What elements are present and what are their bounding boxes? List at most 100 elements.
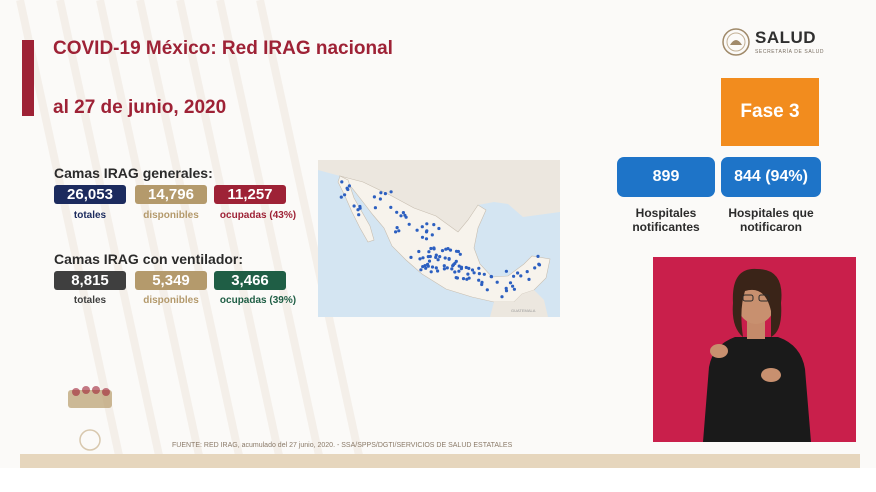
hospital-dot	[397, 229, 401, 233]
hospital-dot	[442, 267, 446, 271]
hospital-dot	[464, 265, 468, 270]
hospital-dot	[389, 205, 393, 209]
hospital-dot	[429, 270, 433, 274]
fase-label: Fase 3	[740, 101, 800, 122]
bottom-strip	[0, 468, 876, 492]
hospital-dot	[404, 215, 408, 219]
hospital-dot	[454, 249, 459, 253]
hospital-dot	[447, 257, 451, 261]
hospital-dot	[427, 259, 432, 263]
hospital-dot	[516, 271, 520, 275]
hospital-dot	[489, 275, 494, 279]
hospital-dot	[395, 210, 399, 214]
footer-band	[20, 454, 860, 468]
generales-ocupadas-label: ocupadas (43%)	[219, 210, 297, 221]
hospital-dot	[454, 259, 458, 263]
hospital-dot	[512, 274, 516, 278]
camas-generales-title: Camas IRAG generales:	[54, 165, 213, 181]
ventilador-disponibles-value: 5,349	[152, 272, 190, 289]
generales-disponibles-box: 14,796	[135, 185, 207, 204]
hospital-dot	[458, 252, 462, 256]
hospital-dot	[457, 264, 461, 268]
guatemala-label: GUATEMALA	[511, 308, 536, 313]
hospital-dot	[427, 250, 431, 254]
ventilador-totales-label: totales	[73, 295, 107, 306]
hospital-map: GUATEMALA	[318, 160, 560, 317]
hospitales-notificaron-value: 844 (94%)	[734, 168, 808, 185]
hospital-dot	[480, 282, 484, 287]
hospital-dot	[519, 274, 523, 278]
salud-logo: SALUD SECRETARÍA DE SALUD	[721, 27, 831, 59]
salud-wordmark: SALUD	[755, 28, 817, 47]
hospital-dot	[423, 264, 427, 268]
hospital-dot	[533, 266, 537, 270]
generales-ocupadas-value: 11,257	[227, 186, 273, 203]
hospital-dot	[467, 266, 471, 270]
hospital-dot	[472, 271, 476, 275]
eagle-seal-icon	[722, 28, 750, 56]
ventilador-disponibles-box: 5,349	[135, 271, 207, 290]
hospital-dot	[477, 272, 481, 276]
hospitales-notificaron-label-2: notificaron	[740, 220, 802, 234]
hospital-dot	[482, 272, 486, 276]
hospital-dot	[425, 229, 429, 233]
hospital-dot	[525, 270, 529, 274]
mexico-landmass	[339, 175, 551, 303]
hospital-dot	[511, 284, 515, 288]
camas-ventilador-title: Camas IRAG con ventilador:	[54, 251, 244, 267]
hospital-dot	[428, 254, 432, 259]
hospital-dot	[383, 192, 387, 196]
hospital-dots	[339, 180, 542, 299]
hospital-dot	[465, 277, 469, 281]
hospital-dot	[444, 247, 448, 251]
hospital-dot	[500, 295, 504, 299]
hospital-dot	[445, 266, 449, 270]
hospital-dot	[394, 230, 398, 234]
hospital-dot	[442, 264, 446, 268]
generales-disponibles-label: disponibles	[143, 210, 199, 221]
hospital-dot	[508, 281, 513, 285]
hospital-dot	[401, 211, 405, 215]
hospital-dot	[421, 256, 425, 260]
hospital-dot	[429, 246, 433, 251]
hospitales-notificantes-caption: Hospitales notificantes	[612, 206, 720, 234]
mexico-map: GUATEMALA	[318, 160, 560, 317]
hospital-dot	[477, 278, 481, 282]
central-america	[490, 290, 548, 317]
hospitales-notificaron-label-1: Hospitales que	[728, 206, 814, 220]
hospital-dot	[426, 262, 430, 266]
ventilador-disponibles-label: disponibles	[143, 295, 199, 306]
hospital-dot	[453, 270, 457, 274]
generales-totales-label: totales	[73, 210, 107, 221]
generales-ocupadas-box: 11,257	[214, 185, 286, 204]
hospital-dot	[527, 277, 531, 281]
hospitales-notificantes-label-1: Hospitales	[635, 206, 697, 220]
hospital-dot	[372, 195, 376, 199]
page-title: COVID-19 México: Red IRAG nacional	[53, 38, 393, 59]
hospital-dot	[432, 223, 436, 227]
hospital-dot	[373, 206, 377, 210]
hospital-dot	[379, 191, 383, 195]
hospital-dot	[352, 204, 356, 208]
hospital-dot	[430, 233, 434, 237]
hospital-dot	[477, 266, 481, 270]
hospital-dot	[434, 266, 438, 270]
hospital-dot	[437, 226, 441, 231]
hospital-dot	[424, 266, 428, 270]
hospital-dot	[504, 269, 508, 273]
hospital-dot	[339, 195, 343, 199]
fase-badge: Fase 3	[721, 78, 819, 146]
hospital-dot	[448, 248, 453, 252]
generales-disponibles-value: 14,796	[148, 186, 194, 203]
hospitales-notificantes-label-2: notificantes	[632, 220, 700, 234]
hospital-dot	[457, 269, 461, 273]
hospital-dot	[438, 255, 442, 259]
ventilador-ocupadas-value: 3,466	[231, 272, 269, 289]
hospital-dot	[430, 265, 435, 269]
hospital-dot	[358, 206, 362, 210]
hospital-dot	[389, 190, 393, 194]
source-footnote: FUENTE: RED IRAG, acumulado del 27 junio…	[172, 442, 513, 449]
hospitales-notificaron-caption: Hospitales que notificaron	[714, 206, 828, 234]
hospital-dot	[466, 272, 470, 276]
